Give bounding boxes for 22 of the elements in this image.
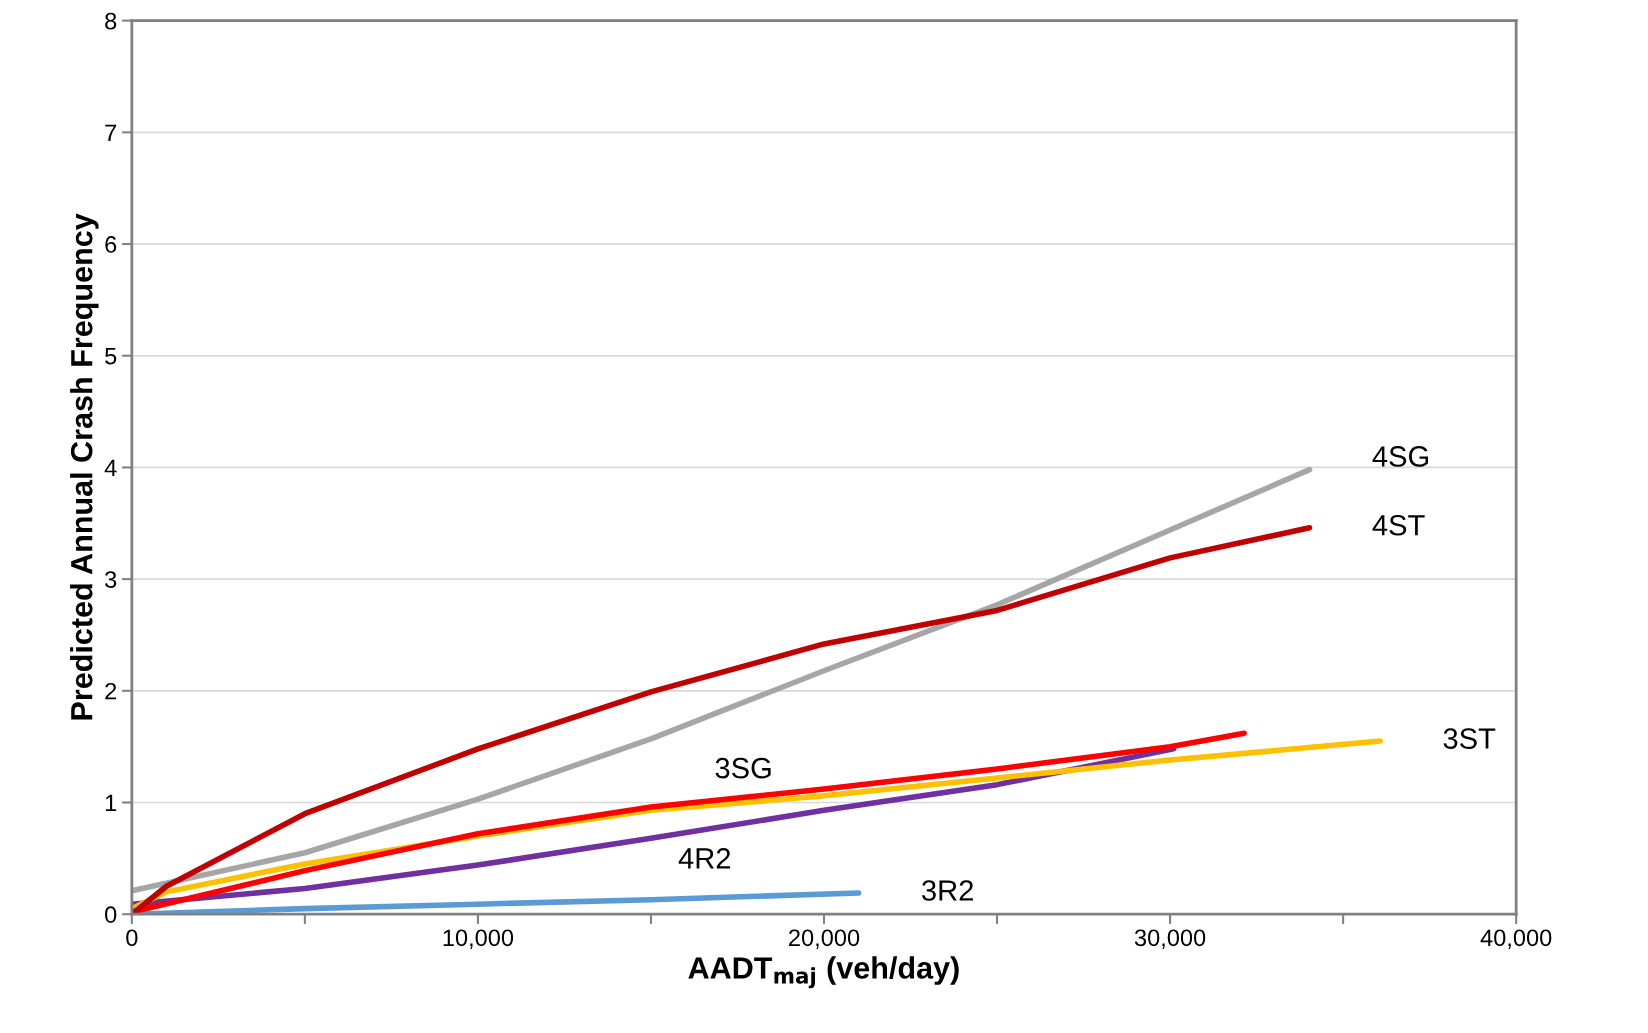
text: 3R2 <box>922 880 973 901</box>
x-tick-label: 10,000 <box>443 929 514 949</box>
y-tick-label: 4 <box>104 459 117 476</box>
text: 4SG <box>1372 446 1429 467</box>
y-tick-label: 0 <box>105 906 117 923</box>
y-tick-label: 8 <box>105 12 117 30</box>
x-axis-title: AADT$_{maj}$ (veh/day) <box>688 956 959 989</box>
y-tick-label: 1 <box>105 794 117 812</box>
x-tick-label: 30,000 <box>1134 929 1206 949</box>
y-tick-label: 3 <box>105 571 117 588</box>
y-tick-label: 5 <box>105 348 117 365</box>
series-label: 4R2 <box>678 848 731 869</box>
y-tick-label: 2 <box>105 682 117 700</box>
x-tick-label: 40,000 <box>1480 929 1552 949</box>
x-tick-label: 20,000 <box>789 929 860 949</box>
text: 3ST <box>1443 728 1496 749</box>
y-axis-title: Predicted Annual Crash Frequency <box>70 213 99 720</box>
y-tick-label: 6 <box>105 236 117 253</box>
y-tick-label: 7 <box>105 124 117 141</box>
text: 4ST <box>1372 514 1425 536</box>
series-label: 3SG <box>715 757 771 779</box>
x-tick-label: 0 <box>126 929 138 947</box>
